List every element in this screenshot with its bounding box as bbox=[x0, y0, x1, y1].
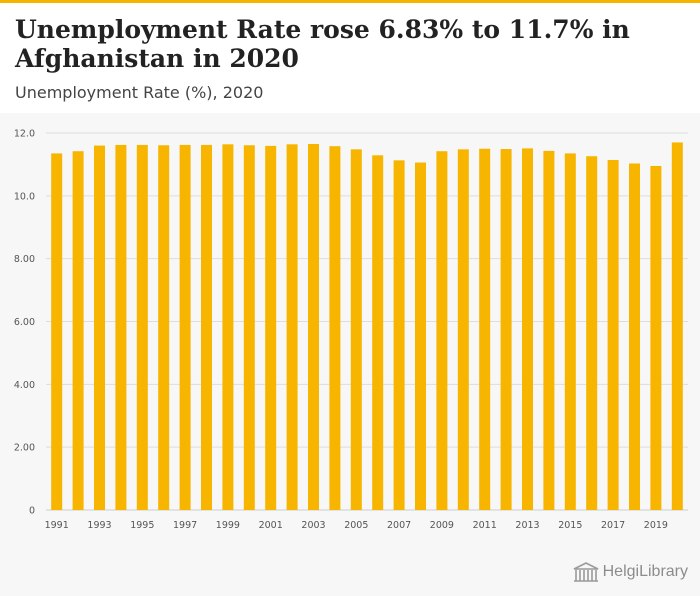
bar-2020[interactable]: 2020: 11.7 bbox=[671, 142, 683, 511]
chart-title: Unemployment Rate rose 6.83% to 11.7% in… bbox=[15, 15, 630, 73]
bars: 1991: 11.35 1992: 11.42 1993: 11.6 1994: 11… bbox=[51, 142, 683, 511]
x-tick-label: 1993 bbox=[87, 520, 111, 531]
bar-2019[interactable]: 2019: 10.95 bbox=[650, 165, 662, 511]
chart-header: Unemployment Rate rose 6.83% to 11.7% in… bbox=[0, 0, 700, 113]
x-tick-label: 2019 bbox=[644, 520, 668, 531]
y-tick-label: 10.0 bbox=[14, 191, 35, 202]
bar-2007[interactable]: 2007: 11.13 bbox=[393, 160, 405, 510]
y-tick-label: 12.0 bbox=[14, 129, 35, 140]
bar-2011[interactable]: 2011: 11.5 bbox=[479, 148, 491, 511]
x-tick-label: 2009 bbox=[430, 520, 454, 531]
bar-2000[interactable]: 2000: 11.61 bbox=[243, 145, 255, 510]
bar-2006[interactable]: 2006: 11.29 bbox=[372, 155, 384, 510]
bar-2014[interactable]: 2014: 11.43 bbox=[543, 150, 555, 510]
y-tick-label: 8.00 bbox=[14, 254, 35, 265]
y-tick-label: 6.00 bbox=[14, 317, 35, 328]
bar-2018[interactable]: 2018: 11.03 bbox=[629, 163, 640, 510]
y-tick-label: 2.00 bbox=[14, 443, 35, 454]
x-tick-label: 1995 bbox=[130, 520, 154, 531]
x-tick-label: 2011 bbox=[473, 520, 497, 531]
bar-1995[interactable]: 1995: 11.62 bbox=[136, 144, 148, 510]
bar-2013[interactable]: 2013: 11.51 bbox=[522, 148, 533, 510]
x-tick-label: 1997 bbox=[173, 520, 197, 531]
bar-1991[interactable]: 1991: 11.35 bbox=[51, 153, 63, 510]
bar-2001[interactable]: 2001: 11.59 bbox=[265, 145, 277, 510]
x-tick-label: 2005 bbox=[344, 520, 368, 531]
x-tick-label: 1999 bbox=[216, 520, 240, 531]
library-building-icon bbox=[573, 562, 598, 582]
plot-area: 1991: 11.35 1992: 11.42 1993: 11.6 1994: 11… bbox=[0, 113, 700, 596]
y-tick-label: 4.00 bbox=[14, 380, 35, 391]
bar-2016[interactable]: 2016: 11.26 bbox=[586, 156, 598, 510]
bar-2009[interactable]: 2009: 11.42 bbox=[436, 151, 448, 510]
bar-2015[interactable]: 2015: 11.35 bbox=[564, 153, 576, 510]
bar-1994[interactable]: 1994: 11.62 bbox=[115, 144, 127, 510]
x-tick-label: 2015 bbox=[558, 520, 582, 531]
bar-chart: 1991: 11.35 1992: 11.42 1993: 11.6 1994: 11… bbox=[14, 129, 688, 531]
bar-2004[interactable]: 2004: 11.58 bbox=[329, 146, 341, 510]
bar-1993[interactable]: 1993: 11.6 bbox=[94, 145, 105, 511]
bar-2017[interactable]: 2017: 11.14 bbox=[607, 160, 619, 510]
bar-1997[interactable]: 1997: 11.62 bbox=[179, 144, 191, 510]
bar-1996[interactable]: 1996: 11.61 bbox=[158, 145, 170, 510]
helgi-library-logo[interactable]: HelgiLibrary bbox=[573, 562, 688, 582]
chart-subtitle: Unemployment Rate (%), 2020 bbox=[15, 83, 264, 102]
y-axis: 0 2.00 4.00 6.00 8.00 10.0 12.0 bbox=[14, 129, 35, 517]
y-tick-label: 0 bbox=[29, 506, 35, 517]
x-tick-label: 2003 bbox=[301, 520, 325, 531]
bar-2010[interactable]: 2010: 11.48 bbox=[457, 149, 469, 510]
bar-1998[interactable]: 1998: 11.62 bbox=[201, 144, 212, 510]
x-tick-label: 2013 bbox=[515, 520, 539, 531]
bar-2012[interactable]: 2012: 11.49 bbox=[500, 149, 512, 510]
logo-text: HelgiLibrary bbox=[602, 563, 688, 580]
grid bbox=[46, 132, 688, 511]
x-tick-label: 2007 bbox=[387, 520, 411, 531]
bar-1999[interactable]: 1999: 11.64 bbox=[222, 144, 234, 510]
x-tick-label: 2001 bbox=[259, 520, 283, 531]
bar-2008[interactable]: 2008: 11.06 bbox=[415, 162, 426, 510]
x-tick-label: 2017 bbox=[601, 520, 625, 531]
bar-2005[interactable]: 2005: 11.48 bbox=[350, 149, 362, 510]
x-axis: 1991 1993 1995 1997 1999 2001 2003 2005 2007 2009… bbox=[45, 520, 668, 531]
x-tick-label: 1991 bbox=[45, 520, 69, 531]
bar-1992[interactable]: 1992: 11.42 bbox=[72, 151, 84, 510]
bar-2003[interactable]: 2003: 11.65 bbox=[308, 143, 319, 510]
